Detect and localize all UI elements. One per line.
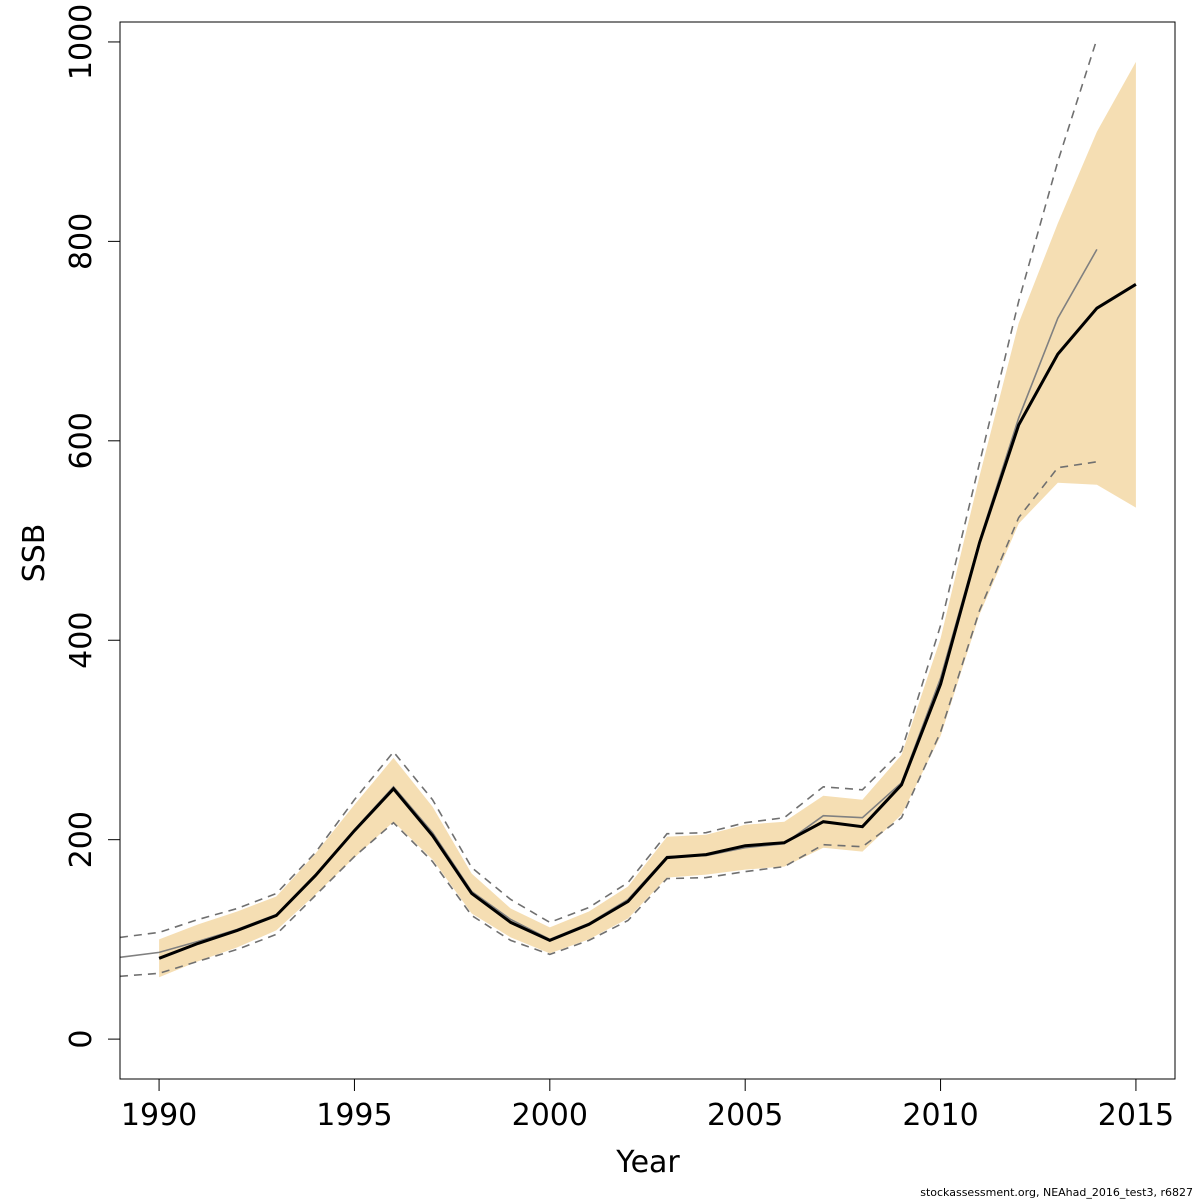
y-tick-label: 200 <box>64 811 99 868</box>
x-tick-label: 2015 <box>1098 1098 1174 1133</box>
y-tick-label: 0 <box>64 1030 99 1049</box>
y-tick-label: 1000 <box>64 4 99 80</box>
x-tick-label: 2005 <box>707 1098 783 1133</box>
axes: 1990 1995 2000 2005 2010 2015 0 200 400 600 800 100… <box>64 4 1176 1133</box>
y-axis-title: SSB <box>17 524 52 583</box>
plot-area <box>119 38 1137 978</box>
y-tick-label: 800 <box>64 213 99 270</box>
previous-lower-ci-line <box>119 461 1098 978</box>
footer-note: stockassessment.org, NEAhad_2016_test3, … <box>920 1186 1193 1199</box>
plot-frame <box>119 21 1176 1080</box>
x-tick-label: 2010 <box>902 1098 978 1133</box>
y-tick-label: 600 <box>64 412 99 469</box>
estimate-line <box>158 283 1137 960</box>
x-axis-title: Year <box>615 1145 680 1180</box>
y-tick-label: 400 <box>64 612 99 669</box>
x-tick-label: 2000 <box>512 1098 588 1133</box>
x-tick-label: 1995 <box>316 1098 392 1133</box>
previous-upper-ci-line <box>119 38 1098 939</box>
confidence-band <box>159 61 1136 978</box>
x-tick-label: 1990 <box>121 1098 197 1133</box>
